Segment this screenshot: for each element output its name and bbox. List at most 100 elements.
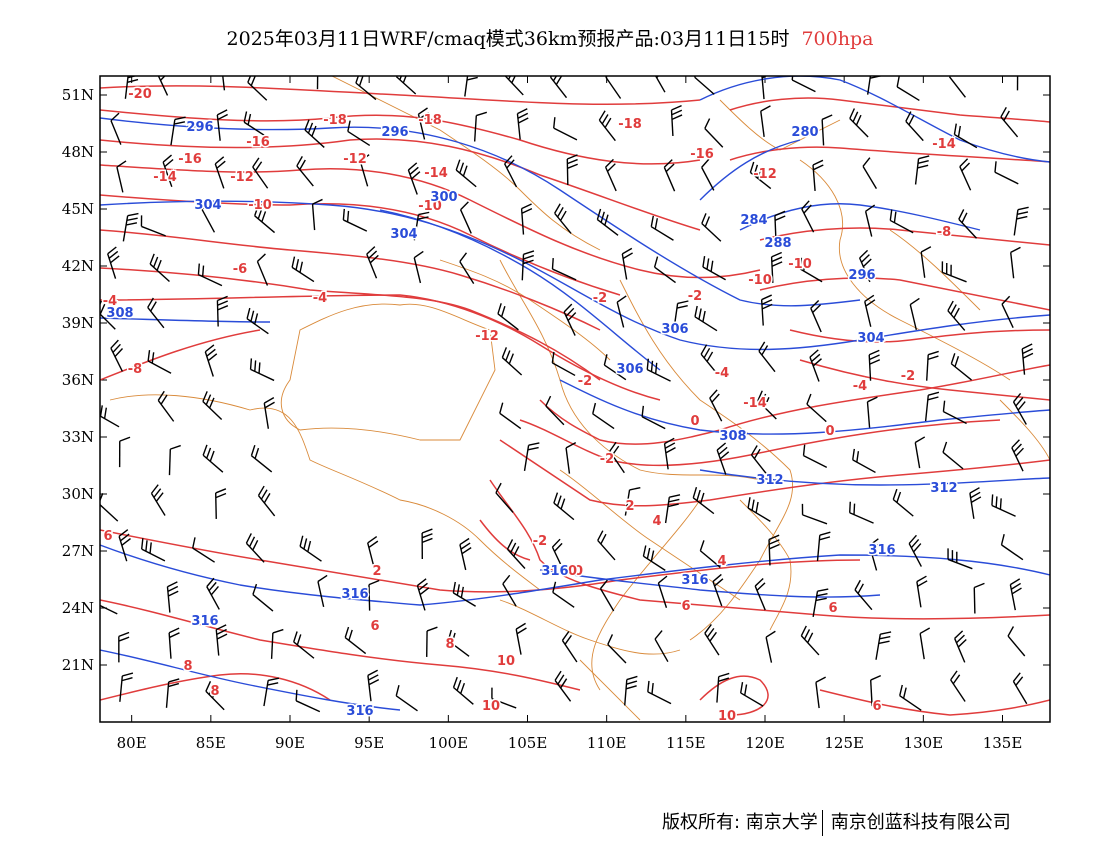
temperature-label: -4 bbox=[853, 379, 867, 394]
temperature-label: 10 bbox=[559, 564, 577, 579]
geopotential-label: 316 bbox=[868, 543, 895, 558]
wind-barb-staff bbox=[552, 268, 577, 281]
wind-barb bbox=[459, 537, 472, 571]
wind-barb-feather bbox=[311, 125, 317, 137]
wind-barb bbox=[459, 252, 475, 284]
wind-barb-feather bbox=[254, 313, 259, 325]
y-tick-label: 24N bbox=[62, 599, 94, 617]
wind-barb-feather bbox=[1015, 397, 1024, 407]
y-tick-label: 21N bbox=[62, 656, 94, 674]
wind-barb-staff bbox=[147, 360, 172, 374]
wind-barb-feather bbox=[950, 353, 956, 364]
wind-barb-feather bbox=[217, 109, 228, 116]
geopotential-isolines bbox=[100, 76, 1050, 711]
boundary-line bbox=[591, 499, 701, 691]
wind-barb-feather bbox=[264, 401, 275, 409]
temperature-label: -14 bbox=[424, 166, 448, 181]
wind-barb-feather bbox=[870, 542, 881, 551]
wind-barb-feather bbox=[419, 111, 430, 120]
x-tick-label: 80E bbox=[117, 734, 147, 752]
wind-barb-feather bbox=[257, 208, 263, 220]
wind-barb-staff bbox=[803, 455, 828, 468]
wind-barb-staff bbox=[165, 681, 170, 708]
wind-barb-feather bbox=[564, 634, 572, 645]
wind-barb-feather bbox=[206, 447, 212, 459]
wind-barb bbox=[100, 493, 119, 522]
wind-barb bbox=[257, 485, 276, 517]
wind-barb bbox=[502, 574, 517, 607]
wind-barb bbox=[293, 631, 315, 659]
geopotential-isoline bbox=[100, 200, 1050, 351]
wind-barb bbox=[702, 256, 726, 281]
wind-barb bbox=[216, 109, 228, 141]
wind-barb-feather bbox=[803, 204, 812, 214]
wind-barb-feather bbox=[771, 251, 782, 258]
temperature-isoline bbox=[100, 267, 601, 381]
province-boundaries bbox=[109, 76, 1050, 721]
temperature-isoline bbox=[489, 479, 1050, 620]
wind-barb bbox=[765, 630, 776, 663]
temperature-label: -10 bbox=[418, 199, 442, 214]
wind-barb-feather bbox=[953, 123, 957, 135]
wind-barb-feather bbox=[801, 200, 810, 210]
wind-barb bbox=[716, 672, 730, 703]
wind-barb bbox=[523, 442, 540, 472]
wind-barb-feather bbox=[957, 125, 962, 138]
wind-barb-feather bbox=[168, 678, 180, 683]
wind-barb-staff bbox=[950, 679, 966, 702]
wind-barb-staff bbox=[247, 81, 268, 101]
wind-barb-feather bbox=[954, 356, 960, 367]
wind-barb bbox=[554, 670, 572, 702]
wind-barb-staff bbox=[849, 512, 874, 524]
wind-barb bbox=[701, 213, 722, 242]
wind-barb bbox=[812, 588, 829, 617]
wind-barb-feather bbox=[803, 629, 811, 640]
wind-barb bbox=[909, 297, 920, 331]
wind-barb-feather bbox=[641, 405, 645, 417]
geopotential-label: 288 bbox=[764, 236, 791, 251]
wind-barb bbox=[712, 573, 724, 607]
temperature-isoline bbox=[819, 689, 1050, 716]
wind-barb-feather bbox=[318, 69, 328, 73]
temperature-label: 8 bbox=[445, 637, 454, 652]
wind-barb-feather bbox=[712, 573, 722, 583]
wind-barb-feather bbox=[426, 626, 438, 632]
wind-barb-feather bbox=[567, 163, 578, 169]
wind-barb-staff bbox=[905, 120, 924, 142]
wind-barb-feather bbox=[1013, 443, 1022, 453]
wind-barb-staff bbox=[157, 76, 169, 96]
wind-barb-feather bbox=[654, 362, 658, 374]
wind-barb-feather bbox=[100, 405, 103, 417]
wind-barb-staff bbox=[202, 454, 224, 473]
wind-barb-staff bbox=[256, 261, 269, 286]
wind-barb-staff bbox=[1000, 116, 1019, 138]
wind-barb-feather bbox=[625, 685, 637, 690]
wind-barb-feather bbox=[809, 349, 819, 358]
wind-barb-staff bbox=[293, 641, 315, 659]
wind-barb-feather bbox=[1001, 295, 1011, 305]
boundary-line bbox=[330, 76, 601, 251]
wind-barb-feather bbox=[217, 305, 229, 311]
wind-barb bbox=[197, 263, 223, 287]
wind-barb bbox=[162, 154, 174, 187]
wind-barb-feather bbox=[802, 444, 806, 456]
wind-barb-feather bbox=[367, 536, 378, 544]
wind-barb-feather bbox=[476, 111, 488, 117]
boundary-line bbox=[889, 229, 981, 311]
wind-barb-feather bbox=[654, 65, 661, 73]
wind-barb-staff bbox=[192, 547, 215, 563]
wind-barb-feather bbox=[411, 171, 421, 180]
wind-barb-feather bbox=[807, 632, 814, 643]
wind-barb-feather bbox=[110, 255, 120, 264]
wind-barb-feather bbox=[761, 299, 773, 305]
wind-barb-feather bbox=[819, 536, 831, 541]
wind-barb-feather bbox=[456, 584, 460, 596]
wind-barb-staff bbox=[473, 115, 477, 142]
wind-barb bbox=[812, 159, 824, 192]
wind-barb-feather bbox=[665, 163, 675, 173]
x-tick-label: 125E bbox=[824, 734, 864, 752]
wind-barb-feather bbox=[263, 397, 275, 404]
wind-barb-feather bbox=[869, 359, 881, 365]
wind-barb-feather bbox=[344, 626, 350, 638]
wind-barb bbox=[395, 76, 417, 95]
